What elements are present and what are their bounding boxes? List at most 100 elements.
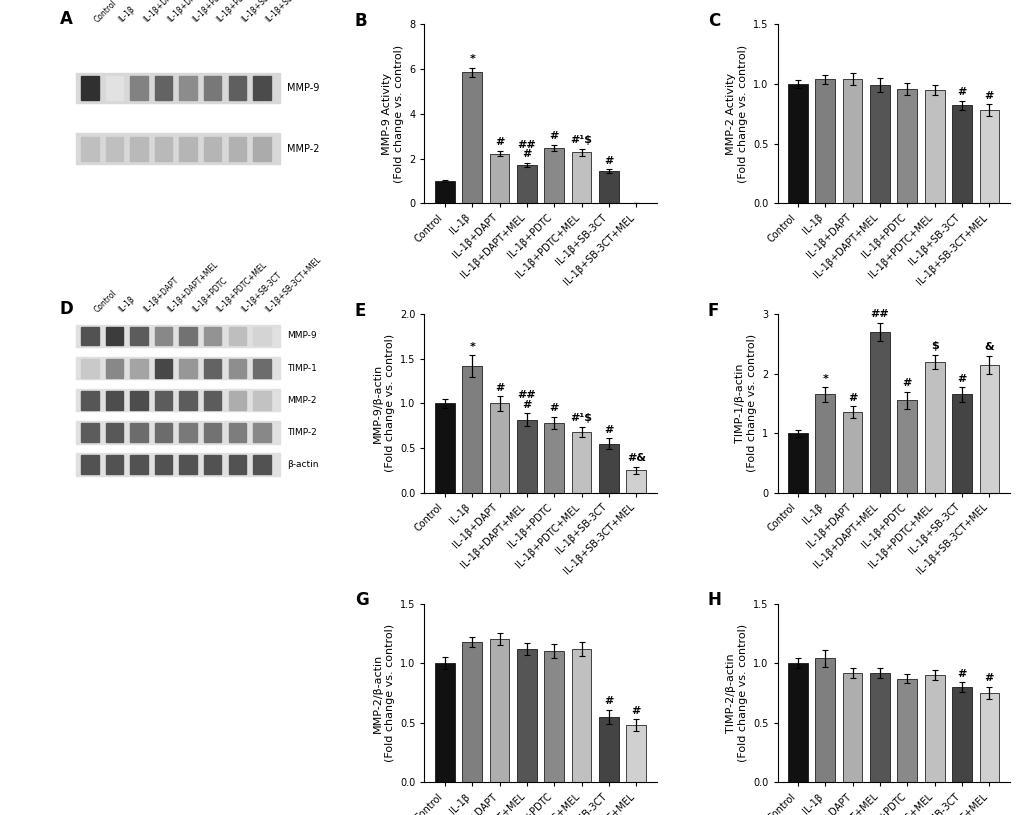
Bar [204, 423, 221, 442]
Y-axis label: MMP-9/β-actin
(Fold change vs. control): MMP-9/β-actin (Fold change vs. control) [373, 334, 394, 473]
Bar [155, 137, 172, 161]
Text: IL-1β: IL-1β [117, 294, 137, 314]
Bar [179, 456, 197, 474]
Text: IL-1β+SB-3CT: IL-1β+SB-3CT [239, 0, 283, 24]
Bar [204, 137, 221, 161]
Bar [897, 400, 916, 493]
Bar [434, 403, 454, 493]
Bar [788, 84, 807, 203]
Text: Control: Control [92, 288, 118, 314]
Bar [106, 391, 123, 410]
Text: #: # [603, 425, 613, 434]
Bar [572, 649, 591, 782]
Text: TIMP-2: TIMP-2 [287, 428, 317, 437]
Bar [869, 86, 889, 203]
Text: *: * [821, 374, 827, 384]
Text: #: # [847, 393, 857, 403]
Bar [130, 391, 148, 410]
Bar [82, 391, 99, 410]
Text: #: # [957, 87, 966, 97]
Bar [76, 134, 280, 164]
Bar [462, 641, 482, 782]
Bar [544, 651, 564, 782]
Text: D: D [60, 300, 73, 318]
Bar [106, 327, 123, 346]
Text: #: # [603, 156, 613, 166]
Bar [228, 327, 246, 346]
Bar [897, 89, 916, 203]
Text: *: * [469, 54, 475, 64]
Bar [253, 391, 270, 410]
Text: #: # [494, 138, 503, 148]
Bar [572, 152, 591, 203]
Bar [82, 423, 99, 442]
Bar [179, 391, 197, 410]
Bar [130, 359, 148, 377]
Bar [228, 77, 246, 100]
Y-axis label: TIMP-1/β-actin
(Fold change vs. control): TIMP-1/β-actin (Fold change vs. control) [735, 334, 756, 473]
Text: IL-1β+SB-3CT: IL-1β+SB-3CT [239, 271, 283, 314]
Text: #: # [957, 374, 966, 384]
Bar [978, 693, 999, 782]
Bar [76, 421, 280, 443]
Text: #: # [902, 378, 911, 388]
Bar [924, 675, 944, 782]
Bar [228, 137, 246, 161]
Bar [76, 73, 280, 104]
Text: TIMP-1: TIMP-1 [287, 363, 317, 372]
Text: #¹$: #¹$ [570, 135, 592, 145]
Bar [82, 359, 99, 377]
Bar [106, 77, 123, 100]
Text: MMP-2: MMP-2 [287, 396, 317, 405]
Bar [82, 327, 99, 346]
Bar [924, 90, 944, 203]
Text: E: E [355, 302, 366, 319]
Bar [517, 165, 536, 203]
Text: #: # [494, 383, 503, 393]
Y-axis label: MMP-2/β-actin
(Fold change vs. control): MMP-2/β-actin (Fold change vs. control) [373, 624, 394, 762]
Text: &: & [983, 342, 994, 352]
Text: MMP-9: MMP-9 [287, 83, 320, 93]
Bar [204, 456, 221, 474]
Bar [572, 432, 591, 493]
Bar [952, 394, 971, 493]
Bar [106, 456, 123, 474]
Bar [82, 456, 99, 474]
Bar [228, 456, 246, 474]
Text: H: H [707, 591, 721, 609]
Text: A: A [60, 10, 72, 29]
Bar [434, 181, 454, 203]
Text: #¹$: #¹$ [570, 413, 592, 423]
Bar [626, 470, 646, 493]
Text: #: # [957, 669, 966, 679]
Bar [76, 453, 280, 476]
Bar [204, 391, 221, 410]
Text: Control: Control [92, 0, 118, 24]
Bar [76, 389, 280, 412]
Bar [253, 423, 270, 442]
Bar [842, 79, 862, 203]
Text: MMP-2: MMP-2 [287, 143, 320, 154]
Bar [179, 77, 197, 100]
Text: #: # [631, 706, 640, 716]
Bar [155, 423, 172, 442]
Bar [204, 77, 221, 100]
Bar [155, 391, 172, 410]
Text: IL-1β+DAPT: IL-1β+DAPT [142, 275, 179, 314]
Text: #: # [549, 131, 558, 141]
Bar [814, 79, 835, 203]
Bar [253, 456, 270, 474]
Bar [228, 359, 246, 377]
Text: IL-1β+PDTC: IL-1β+PDTC [191, 275, 228, 314]
Bar [155, 77, 172, 100]
Y-axis label: TIMP-2/β-actin
(Fold change vs. control): TIMP-2/β-actin (Fold change vs. control) [726, 624, 747, 762]
Text: IL-1β: IL-1β [117, 5, 137, 24]
Bar [179, 359, 197, 377]
Bar [106, 423, 123, 442]
Text: IL-1β+DAPT+MEL: IL-1β+DAPT+MEL [166, 260, 220, 314]
Text: *: * [469, 341, 475, 351]
Bar [130, 456, 148, 474]
Bar [788, 434, 807, 493]
Bar [897, 679, 916, 782]
Bar [130, 423, 148, 442]
